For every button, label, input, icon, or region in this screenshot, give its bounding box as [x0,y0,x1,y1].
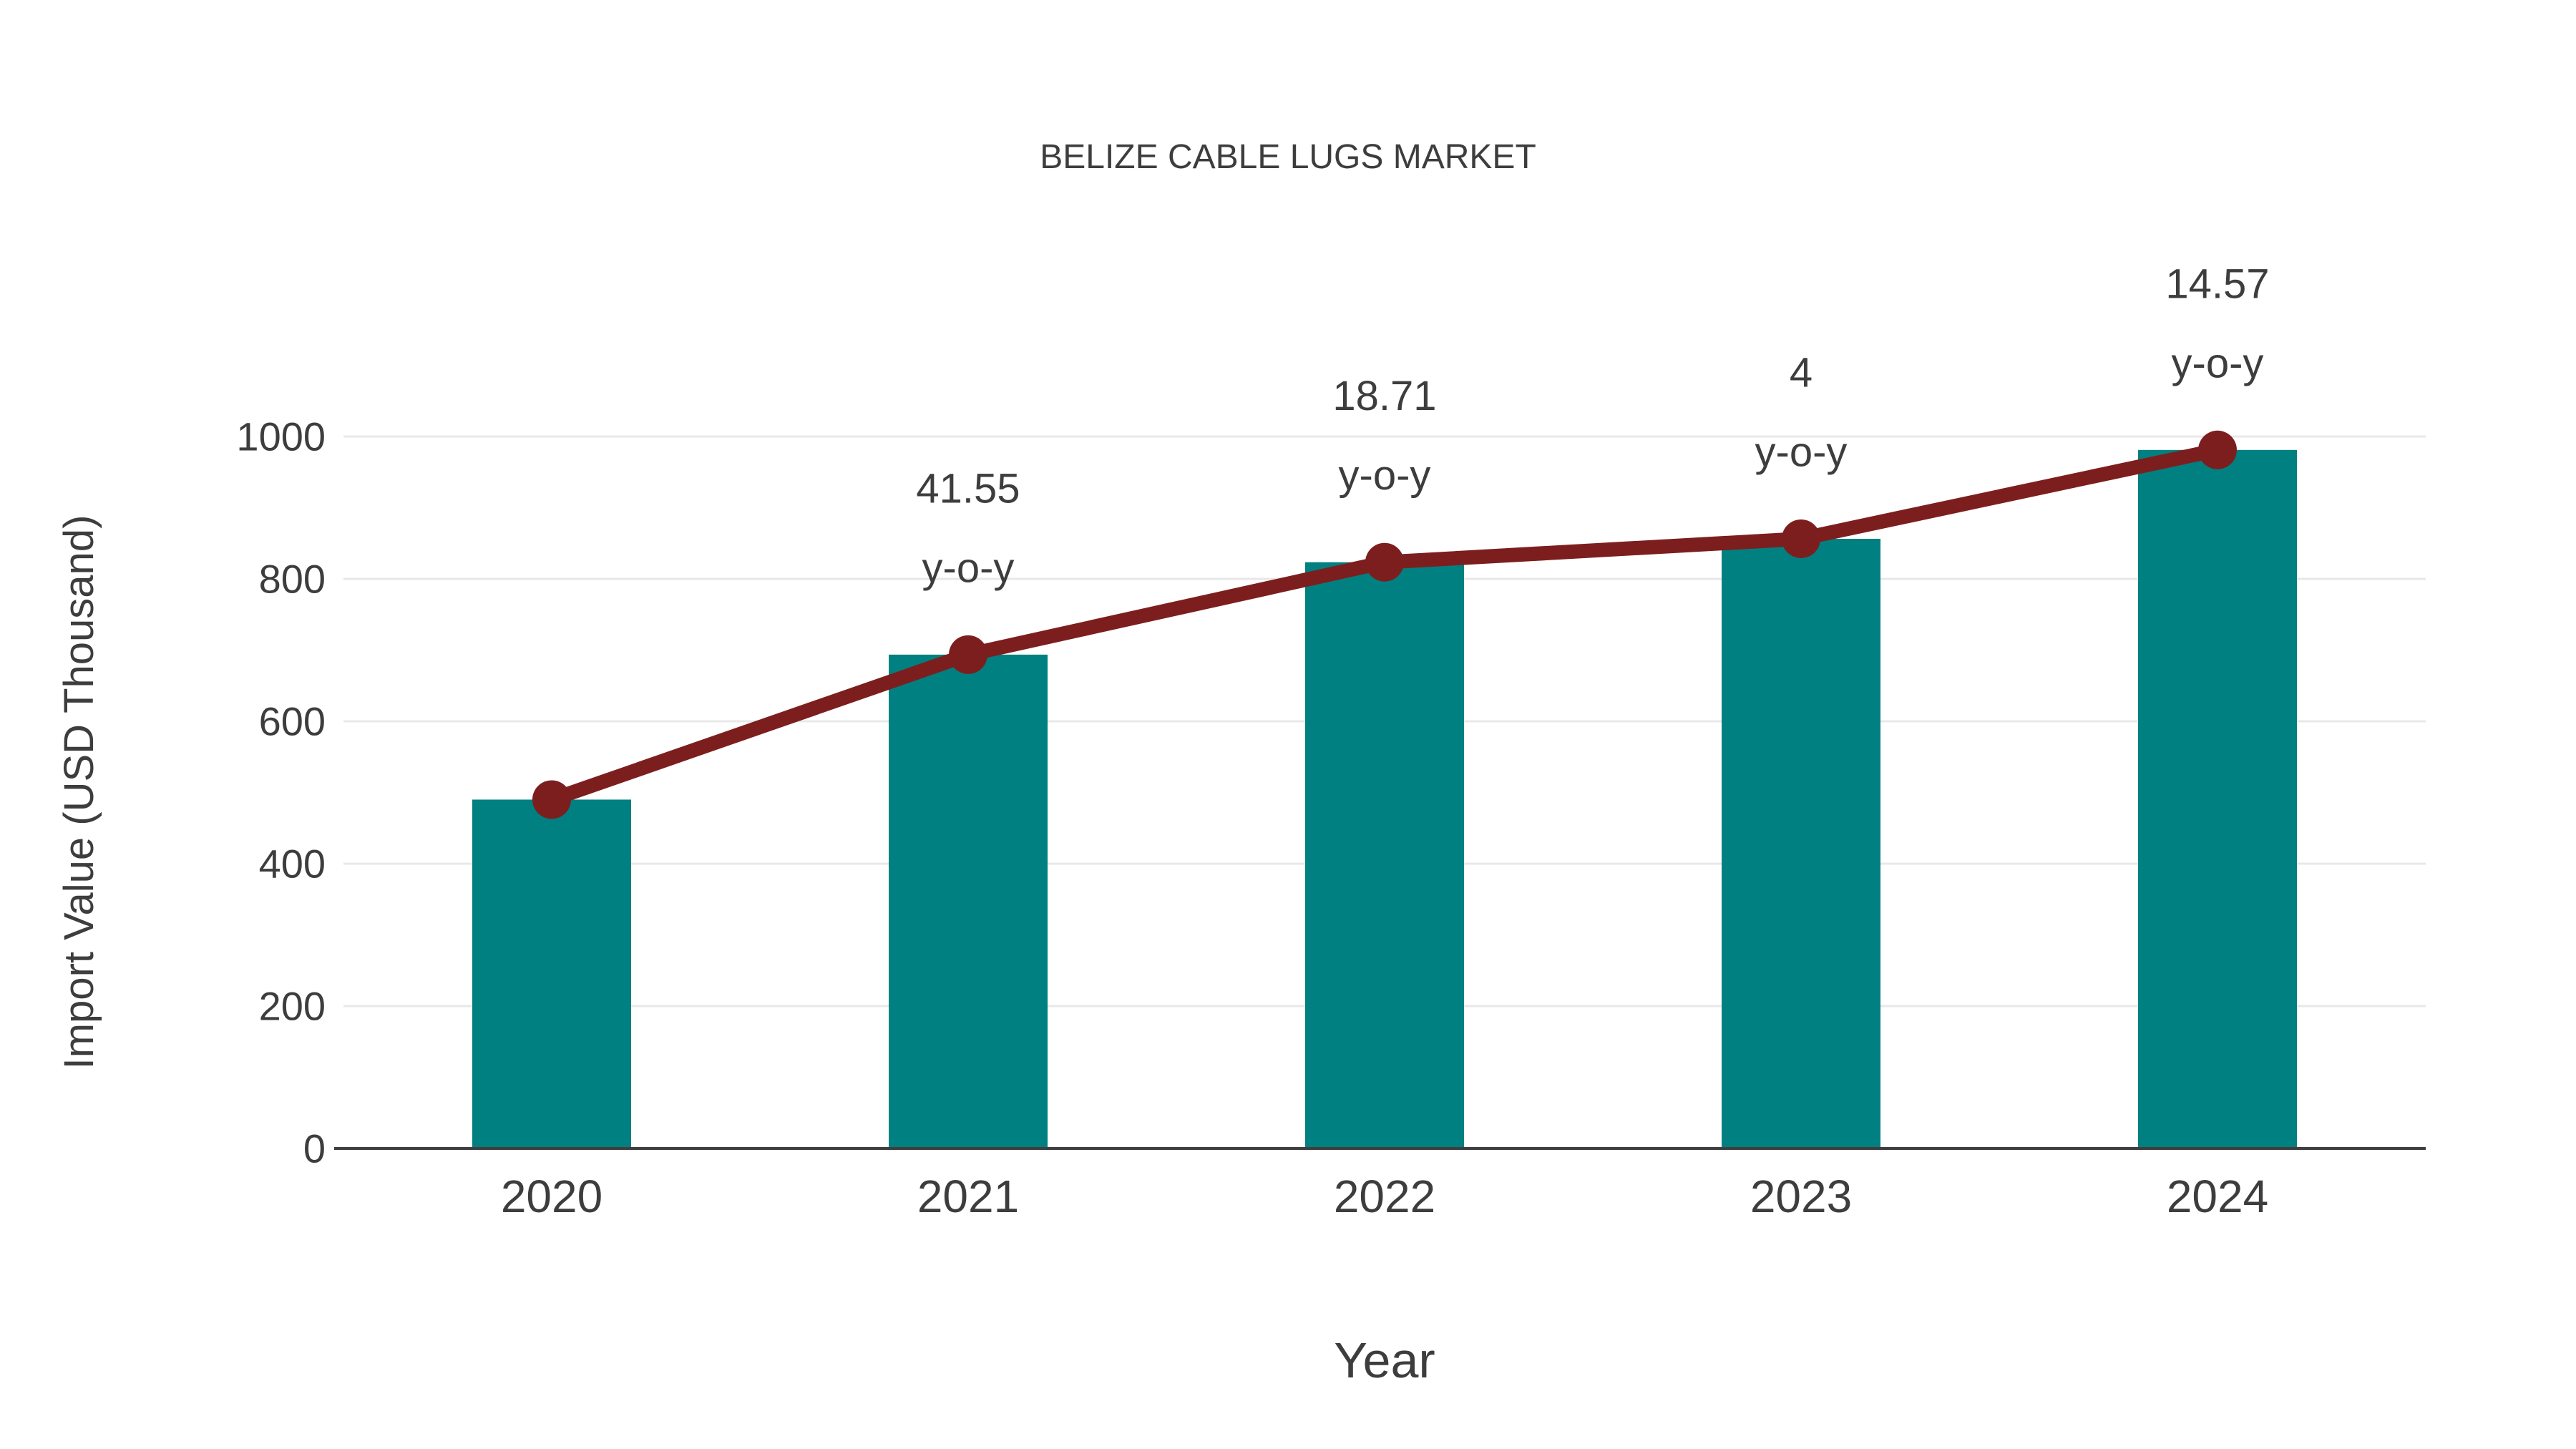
y-axis-label: Import Value (USD Thousand) [56,515,102,1070]
line-marker [532,780,571,819]
line-marker [1365,542,1404,582]
bar [889,654,1048,1148]
y-tick-label: 200 [259,984,326,1029]
annotation-value: 4 [1790,349,1813,396]
x-tick-label: 2024 [2167,1171,2268,1222]
y-tick-label: 600 [259,699,326,744]
annotation-suffix: y-o-y [1755,429,1848,475]
x-tick-label: 2020 [501,1171,602,1222]
x-tick-label: 2021 [917,1171,1019,1222]
line-marker [1782,519,1820,558]
labels-layer: 0 200 400 600 800 1000 2020 2021 2022 2023 2024 41.… [236,260,2269,1222]
line-series-layer [532,430,2237,819]
line-marker [949,635,987,674]
annotation-value: 41.55 [916,465,1020,512]
bar [1722,538,1880,1148]
y-tick-label: 400 [259,841,326,887]
y-tick-label: 1000 [236,414,326,459]
bars-layer [472,449,2297,1148]
annotation-suffix: y-o-y [1339,452,1431,499]
x-axis-label: Year [1334,1332,1435,1388]
bar [2138,449,2297,1148]
x-tick-label: 2023 [1750,1171,1852,1222]
y-tick-label: 800 [259,557,326,602]
y-tick-label: 0 [303,1126,326,1171]
annotation-suffix: y-o-y [2172,340,2264,386]
annotation-suffix: y-o-y [922,545,1015,591]
line-marker [2198,430,2237,469]
annotation-value: 14.57 [2165,260,2269,307]
x-tick-label: 2022 [1334,1171,1435,1222]
bar [472,799,631,1148]
bar [1305,562,1464,1148]
chart-title: BELIZE CABLE LUGS MARKET [1040,138,1536,176]
annotation-value: 18.71 [1332,373,1436,419]
